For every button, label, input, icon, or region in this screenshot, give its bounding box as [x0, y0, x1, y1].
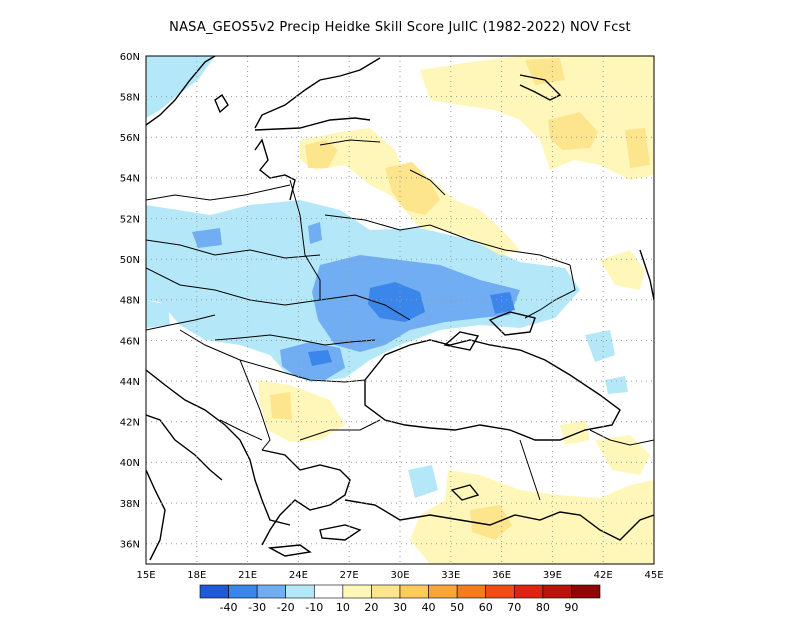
- lat-tick-label: 52N: [120, 214, 140, 225]
- colorbar-swatch: [428, 584, 458, 599]
- negative-skill-region: [308, 350, 332, 366]
- colorbar-swatch: [285, 584, 315, 599]
- lon-axis: 15E 18E 21E 24E 27E 30E 33E 36E 39E 42E …: [136, 570, 663, 581]
- map-frame: [145, 55, 655, 565]
- lon-tick-label: 36E: [492, 570, 511, 581]
- positive-skill-region: [548, 112, 598, 150]
- colorbar-label: 50: [450, 601, 464, 614]
- lon-tick-label: 27E: [340, 570, 359, 581]
- negative-skill-region: [605, 376, 628, 394]
- colorbar-swatch: [199, 584, 229, 599]
- lon-tick-label: 33E: [441, 570, 460, 581]
- negative-skill-region: [585, 330, 615, 362]
- positive-skill-region: [305, 140, 338, 168]
- lon-tick-label: 21E: [238, 570, 257, 581]
- colorbar-swatch: [571, 584, 601, 599]
- lat-tick-label: 40N: [120, 458, 140, 469]
- positive-skill-region: [410, 470, 654, 564]
- positive-skill-region: [595, 435, 650, 475]
- colorbar-label: -10: [305, 601, 323, 614]
- colorbar-label: 40: [422, 601, 436, 614]
- positive-skill-region: [270, 392, 292, 420]
- lon-tick-label: 30E: [390, 570, 409, 581]
- positive-skill-region: [560, 420, 590, 445]
- country-borders: [146, 139, 654, 501]
- colorbar-swatch: [228, 584, 258, 599]
- lon-tick-label: 15E: [136, 570, 155, 581]
- lat-tick-label: 48N: [120, 296, 140, 307]
- colorbar-swatch: [342, 584, 372, 599]
- positive-skill-region: [625, 128, 650, 168]
- map-title: NASA_GEOS5v2 Precip Heidke Skill Score J…: [169, 20, 631, 35]
- lon-tick-label: 42E: [594, 570, 613, 581]
- colorbar-label: 70: [507, 601, 521, 614]
- lat-tick-label: 56N: [120, 133, 140, 144]
- lat-tick-label: 54N: [120, 174, 140, 185]
- colorbar-swatch: [256, 584, 287, 599]
- lon-tick-label: 18E: [187, 570, 206, 581]
- lon-tick-label: 39E: [543, 570, 562, 581]
- colorbar-swatch: [542, 584, 572, 599]
- lat-tick-label: 60N: [120, 52, 140, 63]
- positive-skill-region: [420, 56, 654, 180]
- negative-skill-region: [408, 465, 438, 498]
- colorbar-swatch: [371, 584, 401, 599]
- negative-skill-region: [146, 300, 170, 328]
- lon-tick-label: 45E: [644, 570, 663, 581]
- colorbar-swatch: [456, 584, 487, 599]
- colorbar-label: 30: [393, 601, 407, 614]
- lat-tick-label: 46N: [120, 336, 140, 347]
- colorbar-swatch: [313, 584, 344, 599]
- colorbar-label: 80: [536, 601, 550, 614]
- negative-skill-region: [368, 282, 425, 322]
- colorbar-swatch: [399, 584, 429, 599]
- positive-skill-region: [600, 250, 645, 290]
- lat-tick-label: 58N: [120, 92, 140, 103]
- lat-tick-label: 44N: [120, 377, 140, 388]
- negative-skill-region: [490, 292, 515, 314]
- lat-tick-label: 50N: [120, 255, 140, 266]
- lat-axis: 36N 38N 40N 42N 44N 46N 48N 50N 52N 54N …: [120, 52, 140, 551]
- colorbar-label: -40: [220, 601, 238, 614]
- skill-shading: [146, 56, 654, 564]
- lon-tick-label: 24E: [289, 570, 308, 581]
- negative-skill-region: [192, 228, 222, 248]
- positive-skill-region: [385, 162, 440, 215]
- negative-skill-region: [290, 312, 310, 330]
- lat-tick-label: 42N: [120, 418, 140, 429]
- colorbar-label: -20: [277, 601, 295, 614]
- colorbar-label: 60: [479, 601, 493, 614]
- colorbar-swatch: [485, 584, 515, 599]
- colorbar-label: 20: [364, 601, 378, 614]
- colorbar-label: -30: [248, 601, 266, 614]
- lat-tick-label: 38N: [120, 499, 140, 510]
- negative-skill-region: [308, 222, 322, 244]
- colorbar-swatch: [513, 584, 544, 599]
- colorbar-label: 90: [564, 601, 578, 614]
- lat-tick-label: 36N: [120, 540, 140, 551]
- colorbar: -40 -30 -20 -10 10 20 30 40 50 60 70 80 …: [199, 584, 601, 614]
- coastlines: [146, 56, 654, 561]
- colorbar-label: 10: [336, 601, 350, 614]
